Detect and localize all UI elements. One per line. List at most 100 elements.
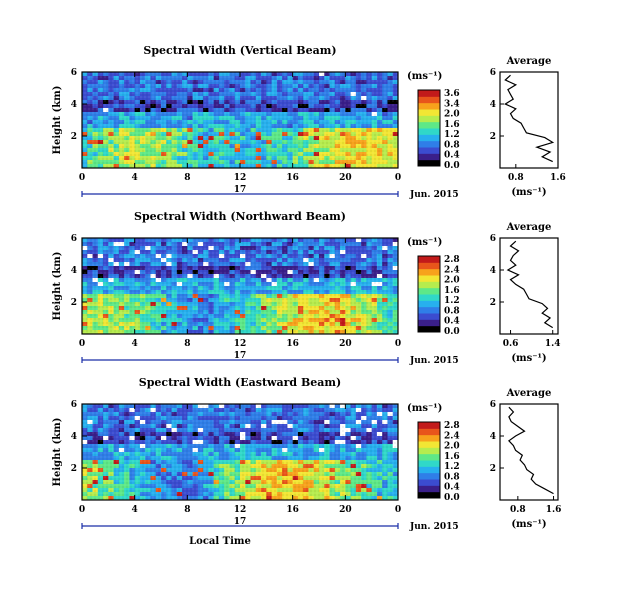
colorbar-tick-label: 1.2 [444, 296, 460, 306]
colorbar-tick-label: 2.8 [444, 255, 460, 265]
x-tick-label: 8 [184, 339, 190, 349]
colorbar-tick-label: 3.6 [444, 89, 460, 99]
y-axis-label: Height (km) [52, 252, 63, 321]
colorbar-swatch [418, 460, 440, 467]
heatmap-texture [82, 72, 398, 168]
colorbar-swatch [418, 102, 440, 110]
profile-x-tick-label: 1.6 [546, 505, 562, 515]
colorbar-swatch [418, 281, 440, 289]
colorbar-swatch [418, 115, 440, 123]
panel-title: Spectral Width (Vertical Beam) [143, 44, 336, 57]
colorbar: (ms⁻¹)3.63.42.01.61.20.80.40.0 [407, 71, 460, 171]
x-tick-label: 0 [395, 173, 401, 183]
colorbar-swatch [418, 121, 440, 129]
date-label: Jun. 2015 [409, 190, 459, 200]
colorbar-tick-label: 3.4 [444, 99, 460, 109]
colorbar-swatch [418, 262, 440, 270]
colorbar-unit: (ms⁻¹) [407, 403, 442, 414]
x-tick-label: 20 [339, 505, 352, 515]
x-tick-label: 4 [132, 505, 138, 515]
x-tick-label: 12 [234, 339, 247, 349]
colorbar-tick-label: 0.4 [444, 317, 460, 327]
y-axis-label: Height (km) [52, 86, 63, 155]
colorbar-swatch [418, 479, 440, 486]
colorbar-tick-label: 0.4 [444, 483, 460, 493]
colorbar-tick-label: 0.4 [444, 151, 460, 161]
colorbar-swatch [418, 491, 440, 499]
x-tick-label: 0 [79, 173, 85, 183]
colorbar-swatch [418, 134, 440, 142]
colorbar-swatch [418, 325, 440, 333]
x-tick-label: 12 [234, 505, 247, 515]
y-tick-label: 2 [71, 298, 77, 308]
colorbar-swatch [418, 268, 440, 276]
y-tick-label: 4 [71, 266, 77, 276]
colorbar-tick-label: 1.2 [444, 462, 460, 472]
colorbar-swatch [418, 453, 440, 461]
profile-y-tick-label: 2 [490, 132, 496, 142]
x-tick-label: 12 [234, 173, 247, 183]
colorbar-swatch [418, 441, 440, 448]
x-tick-label: 0 [395, 339, 401, 349]
x-tick-label: 4 [132, 173, 138, 183]
profile-frame [499, 237, 559, 335]
profile-line [507, 406, 554, 495]
y-tick-label: 4 [71, 100, 77, 110]
date-label: Jun. 2015 [409, 522, 459, 532]
colorbar-swatch [418, 319, 440, 327]
colorbar-tick-label: 2.4 [444, 431, 460, 441]
colorbar-swatch [418, 434, 440, 442]
colorbar-swatch [418, 466, 440, 474]
colorbar-swatch [418, 428, 440, 436]
profile-frame [499, 71, 559, 169]
colorbar-swatch [418, 256, 440, 263]
heatmap-texture [82, 238, 398, 334]
x-tick-label: 16 [286, 339, 299, 349]
x-tick-label: 20 [339, 339, 352, 349]
colorbar: (ms⁻¹)2.82.42.01.61.20.80.40.0 [407, 403, 460, 503]
profile-y-tick-label: 4 [490, 266, 496, 276]
panel-title: Spectral Width (Northward Beam) [134, 210, 346, 223]
x-tick-label: 4 [132, 339, 138, 349]
colorbar-tick-label: 1.6 [444, 286, 460, 296]
colorbar-swatch [418, 109, 440, 116]
profile-x-axis-label: (ms⁻¹) [511, 519, 546, 530]
colorbar-tick-label: 2.0 [444, 276, 460, 286]
colorbar-swatch [418, 128, 440, 135]
profile-y-tick-label: 2 [490, 464, 496, 474]
x-tick-label: 8 [184, 505, 190, 515]
profile-line [504, 74, 555, 163]
y-tick-label: 4 [71, 432, 77, 442]
colorbar-frame [417, 421, 441, 499]
panel-1: Spectral Width (Vertical Beam) 6 4 2 Height … [52, 44, 566, 200]
profile-y-tick-label: 2 [490, 298, 496, 308]
y-tick-label: 2 [71, 464, 77, 474]
x-tick-label: 0 [79, 339, 85, 349]
colorbar-tick-label: 2.4 [444, 265, 460, 275]
colorbar-swatch [418, 306, 440, 314]
profile-y-tick-label: 6 [490, 68, 496, 78]
colorbar-tick-label: 0.0 [444, 493, 460, 503]
x-tick-label: 0 [395, 505, 401, 515]
profile-title: Average [506, 222, 552, 233]
colorbar-swatch [418, 422, 440, 429]
profile-y-tick-label: 6 [490, 400, 496, 410]
profile-y-tick-label: 4 [490, 432, 496, 442]
profile-title: Average [506, 56, 552, 67]
profile-x-tick-label: 1.6 [550, 173, 566, 183]
profile-x-axis-label: (ms⁻¹) [511, 353, 546, 364]
colorbar-unit: (ms⁻¹) [407, 237, 442, 248]
colorbar-unit: (ms⁻¹) [407, 71, 442, 82]
colorbar-swatch [418, 140, 440, 148]
profile-x-tick-label: 1.4 [545, 339, 561, 349]
colorbar-tick-label: 0.8 [444, 140, 460, 150]
colorbar-tick-label: 2.0 [444, 442, 460, 452]
profile-x-axis-label: (ms⁻¹) [511, 187, 546, 198]
heatmap-texture [82, 404, 398, 500]
colorbar-tick-label: 0.8 [444, 472, 460, 482]
colorbar-frame [417, 89, 441, 167]
profile-x-tick-label: 0.8 [508, 173, 524, 183]
